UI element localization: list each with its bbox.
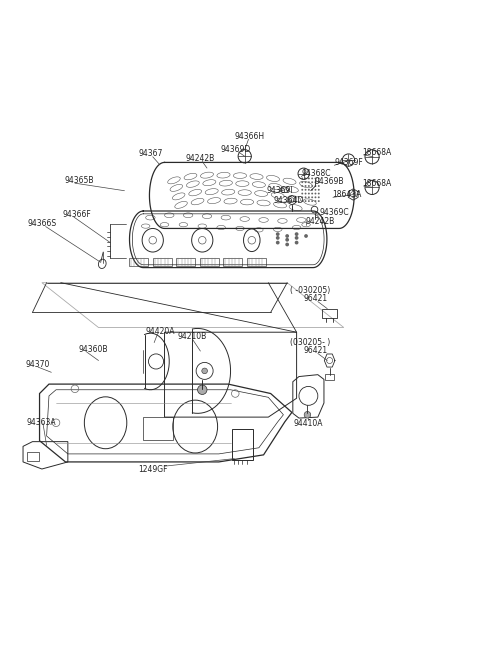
- Circle shape: [318, 193, 320, 195]
- Circle shape: [305, 185, 307, 187]
- Circle shape: [318, 181, 320, 183]
- Bar: [144, 417, 172, 440]
- Circle shape: [308, 193, 310, 195]
- Circle shape: [301, 200, 303, 202]
- Circle shape: [305, 193, 307, 195]
- Circle shape: [318, 189, 320, 191]
- Circle shape: [301, 196, 303, 198]
- Text: 94366F: 94366F: [63, 210, 91, 219]
- Circle shape: [314, 200, 316, 202]
- Circle shape: [308, 189, 310, 191]
- Circle shape: [304, 234, 308, 238]
- Bar: [231, 429, 253, 460]
- Circle shape: [318, 178, 320, 179]
- Circle shape: [276, 233, 280, 236]
- Text: 94242B: 94242B: [185, 154, 215, 163]
- Circle shape: [311, 189, 313, 191]
- Text: 94365B: 94365B: [64, 176, 94, 185]
- Circle shape: [318, 185, 320, 187]
- Bar: [153, 257, 172, 266]
- Circle shape: [285, 238, 289, 242]
- Circle shape: [295, 241, 299, 244]
- Text: 96421: 96421: [303, 346, 327, 355]
- Bar: [325, 374, 335, 380]
- Bar: [27, 452, 38, 460]
- Circle shape: [202, 368, 207, 374]
- Text: 18643A: 18643A: [332, 190, 361, 199]
- Circle shape: [285, 234, 289, 238]
- Circle shape: [198, 385, 207, 394]
- Text: 94242B: 94242B: [305, 217, 335, 227]
- Text: 94210B: 94210B: [177, 333, 206, 341]
- Circle shape: [305, 178, 307, 179]
- Circle shape: [305, 189, 307, 191]
- Circle shape: [295, 233, 299, 236]
- Circle shape: [314, 196, 316, 198]
- Text: 96421: 96421: [303, 294, 327, 303]
- Text: (030205- ): (030205- ): [290, 338, 330, 347]
- Text: 94363A: 94363A: [27, 419, 57, 427]
- Circle shape: [301, 185, 303, 187]
- Text: 18668A: 18668A: [362, 147, 392, 157]
- Circle shape: [301, 178, 303, 179]
- Text: 94367: 94367: [138, 149, 163, 159]
- Circle shape: [308, 185, 310, 187]
- Text: 94369F: 94369F: [335, 158, 363, 167]
- Circle shape: [304, 411, 311, 418]
- Circle shape: [318, 200, 320, 202]
- Text: 94368C: 94368C: [301, 169, 331, 178]
- Circle shape: [311, 185, 313, 187]
- Circle shape: [308, 178, 310, 179]
- Bar: [200, 257, 219, 266]
- Circle shape: [311, 181, 313, 183]
- Text: 94369I: 94369I: [267, 186, 293, 195]
- Circle shape: [285, 242, 289, 246]
- Text: 94369C: 94369C: [319, 208, 349, 217]
- Text: 94366H: 94366H: [234, 132, 264, 141]
- Circle shape: [305, 200, 307, 202]
- Circle shape: [301, 181, 303, 183]
- Bar: [224, 257, 242, 266]
- Text: 94369B: 94369B: [314, 177, 344, 186]
- Circle shape: [308, 196, 310, 198]
- Circle shape: [311, 200, 313, 202]
- Text: 94370: 94370: [25, 360, 50, 369]
- Circle shape: [276, 241, 280, 244]
- Bar: [176, 257, 195, 266]
- Text: 1249GF: 1249GF: [138, 464, 168, 474]
- Text: 94369D: 94369D: [220, 145, 251, 154]
- Bar: [129, 257, 148, 266]
- Circle shape: [318, 196, 320, 198]
- Circle shape: [314, 181, 316, 183]
- Circle shape: [314, 178, 316, 179]
- Circle shape: [311, 196, 313, 198]
- Circle shape: [311, 193, 313, 195]
- Circle shape: [295, 236, 299, 240]
- Circle shape: [308, 181, 310, 183]
- Bar: [247, 257, 266, 266]
- Text: 94360B: 94360B: [79, 345, 108, 354]
- Circle shape: [314, 185, 316, 187]
- Circle shape: [311, 178, 313, 179]
- Text: 94366S: 94366S: [28, 219, 57, 228]
- Circle shape: [314, 189, 316, 191]
- Text: 94420A: 94420A: [145, 327, 175, 336]
- Circle shape: [314, 193, 316, 195]
- Circle shape: [305, 196, 307, 198]
- Circle shape: [276, 236, 280, 240]
- Text: ( -030205): ( -030205): [290, 286, 330, 295]
- Circle shape: [305, 181, 307, 183]
- Text: 94410A: 94410A: [294, 419, 323, 428]
- Circle shape: [301, 193, 303, 195]
- Bar: [322, 309, 337, 318]
- Text: 18668A: 18668A: [362, 179, 392, 188]
- Text: 94364D: 94364D: [274, 196, 304, 204]
- Circle shape: [301, 189, 303, 191]
- Circle shape: [308, 200, 310, 202]
